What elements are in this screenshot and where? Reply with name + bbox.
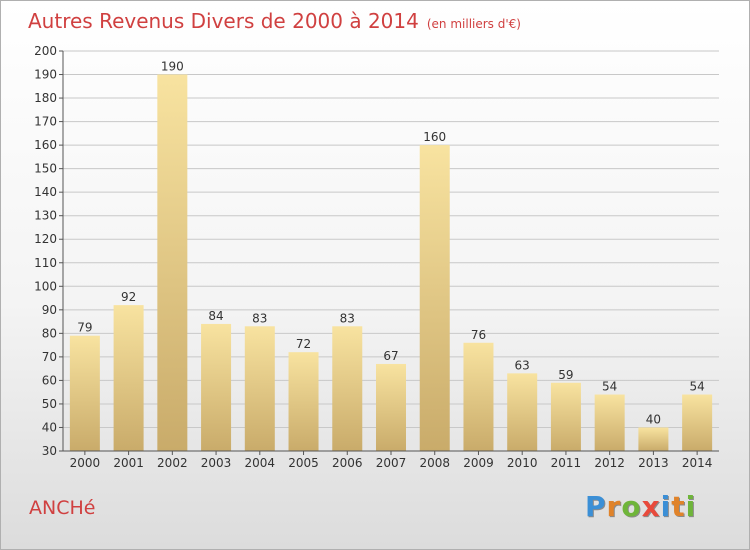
x-tick-label: 2010 <box>507 456 538 470</box>
bars <box>69 74 713 451</box>
x-tick-label: 2005 <box>288 456 319 470</box>
data-label: 63 <box>515 358 530 372</box>
data-label: 79 <box>77 321 92 335</box>
bar <box>550 382 581 451</box>
y-tick-label: 80 <box>42 326 57 340</box>
x-tick-label: 2007 <box>376 456 407 470</box>
data-label: 40 <box>646 412 661 426</box>
data-label: 72 <box>296 337 311 351</box>
x-tick-label: 2008 <box>419 456 450 470</box>
bar <box>288 352 319 451</box>
data-label: 84 <box>208 309 223 323</box>
data-label: 83 <box>340 311 355 325</box>
data-label: 92 <box>121 290 136 304</box>
logo-letter: x <box>641 490 661 523</box>
y-tick-label: 170 <box>34 115 57 129</box>
y-tick-label: 130 <box>34 209 57 223</box>
logo-letter: i <box>685 490 697 523</box>
bar <box>507 373 538 451</box>
y-tick-label: 90 <box>42 303 57 317</box>
x-tick-label: 2006 <box>332 456 363 470</box>
data-label: 67 <box>383 349 398 363</box>
bar <box>69 335 100 451</box>
x-tick-label: 2012 <box>594 456 625 470</box>
x-tick-label: 2000 <box>70 456 101 470</box>
y-tick-label: 190 <box>34 68 57 82</box>
bar <box>157 74 188 451</box>
bar <box>594 394 625 451</box>
y-tick-label: 100 <box>34 279 57 293</box>
data-label: 76 <box>471 328 486 342</box>
data-label: 54 <box>689 380 704 394</box>
logo-letter: t <box>671 490 686 523</box>
x-tick-label: 2004 <box>245 456 276 470</box>
x-tick-label: 2003 <box>201 456 232 470</box>
y-tick-label: 40 <box>42 420 57 434</box>
logo-letter: o <box>621 490 642 523</box>
labels: 30 40 50 60 70 80 90 100 110 120 130 140 150 160 170 18… <box>34 44 712 470</box>
y-tick-label: 60 <box>42 373 57 387</box>
y-tick-label: 140 <box>34 185 57 199</box>
data-label: 83 <box>252 311 267 325</box>
proxiti-logo: Proxiti <box>585 490 696 523</box>
x-tick-label: 2013 <box>638 456 669 470</box>
bar <box>682 394 713 451</box>
bar <box>244 326 275 451</box>
commune-name: ANCHé <box>29 497 96 519</box>
bar <box>376 363 406 451</box>
y-tick-label: 120 <box>34 232 57 246</box>
title-main: Autres Revenus Divers de 2000 à 2014 <box>28 9 419 33</box>
x-tick-label: 2002 <box>157 456 188 470</box>
logo-letter: i <box>660 490 672 523</box>
logo-letter: r <box>606 490 622 523</box>
y-tick-label: 50 <box>42 397 57 411</box>
x-tick-label: 2009 <box>463 456 494 470</box>
y-tick-label: 30 <box>42 444 57 458</box>
data-label: 190 <box>161 60 184 74</box>
x-tick-label: 2014 <box>682 456 713 470</box>
y-tick-label: 200 <box>34 44 57 58</box>
y-tick-label: 70 <box>42 350 57 364</box>
y-tick-label: 110 <box>34 256 57 270</box>
x-tick-label: 2001 <box>113 456 144 470</box>
bar <box>463 342 494 451</box>
bar <box>201 323 232 451</box>
bar <box>419 145 450 451</box>
data-label: 160 <box>423 130 446 144</box>
y-tick-label: 160 <box>34 138 57 152</box>
data-label: 59 <box>558 368 573 382</box>
bar <box>332 326 363 451</box>
x-tick-label: 2011 <box>551 456 582 470</box>
bar <box>113 305 144 451</box>
chart-title: Autres Revenus Divers de 2000 à 2014 (en … <box>28 9 521 33</box>
y-tick-label: 150 <box>34 162 57 176</box>
title-unit: (en milliers d'€) <box>426 17 521 31</box>
axes <box>59 50 719 455</box>
logo-letter: P <box>585 490 607 523</box>
data-label: 54 <box>602 380 617 394</box>
bar <box>638 427 669 451</box>
y-tick-label: 180 <box>34 91 57 105</box>
